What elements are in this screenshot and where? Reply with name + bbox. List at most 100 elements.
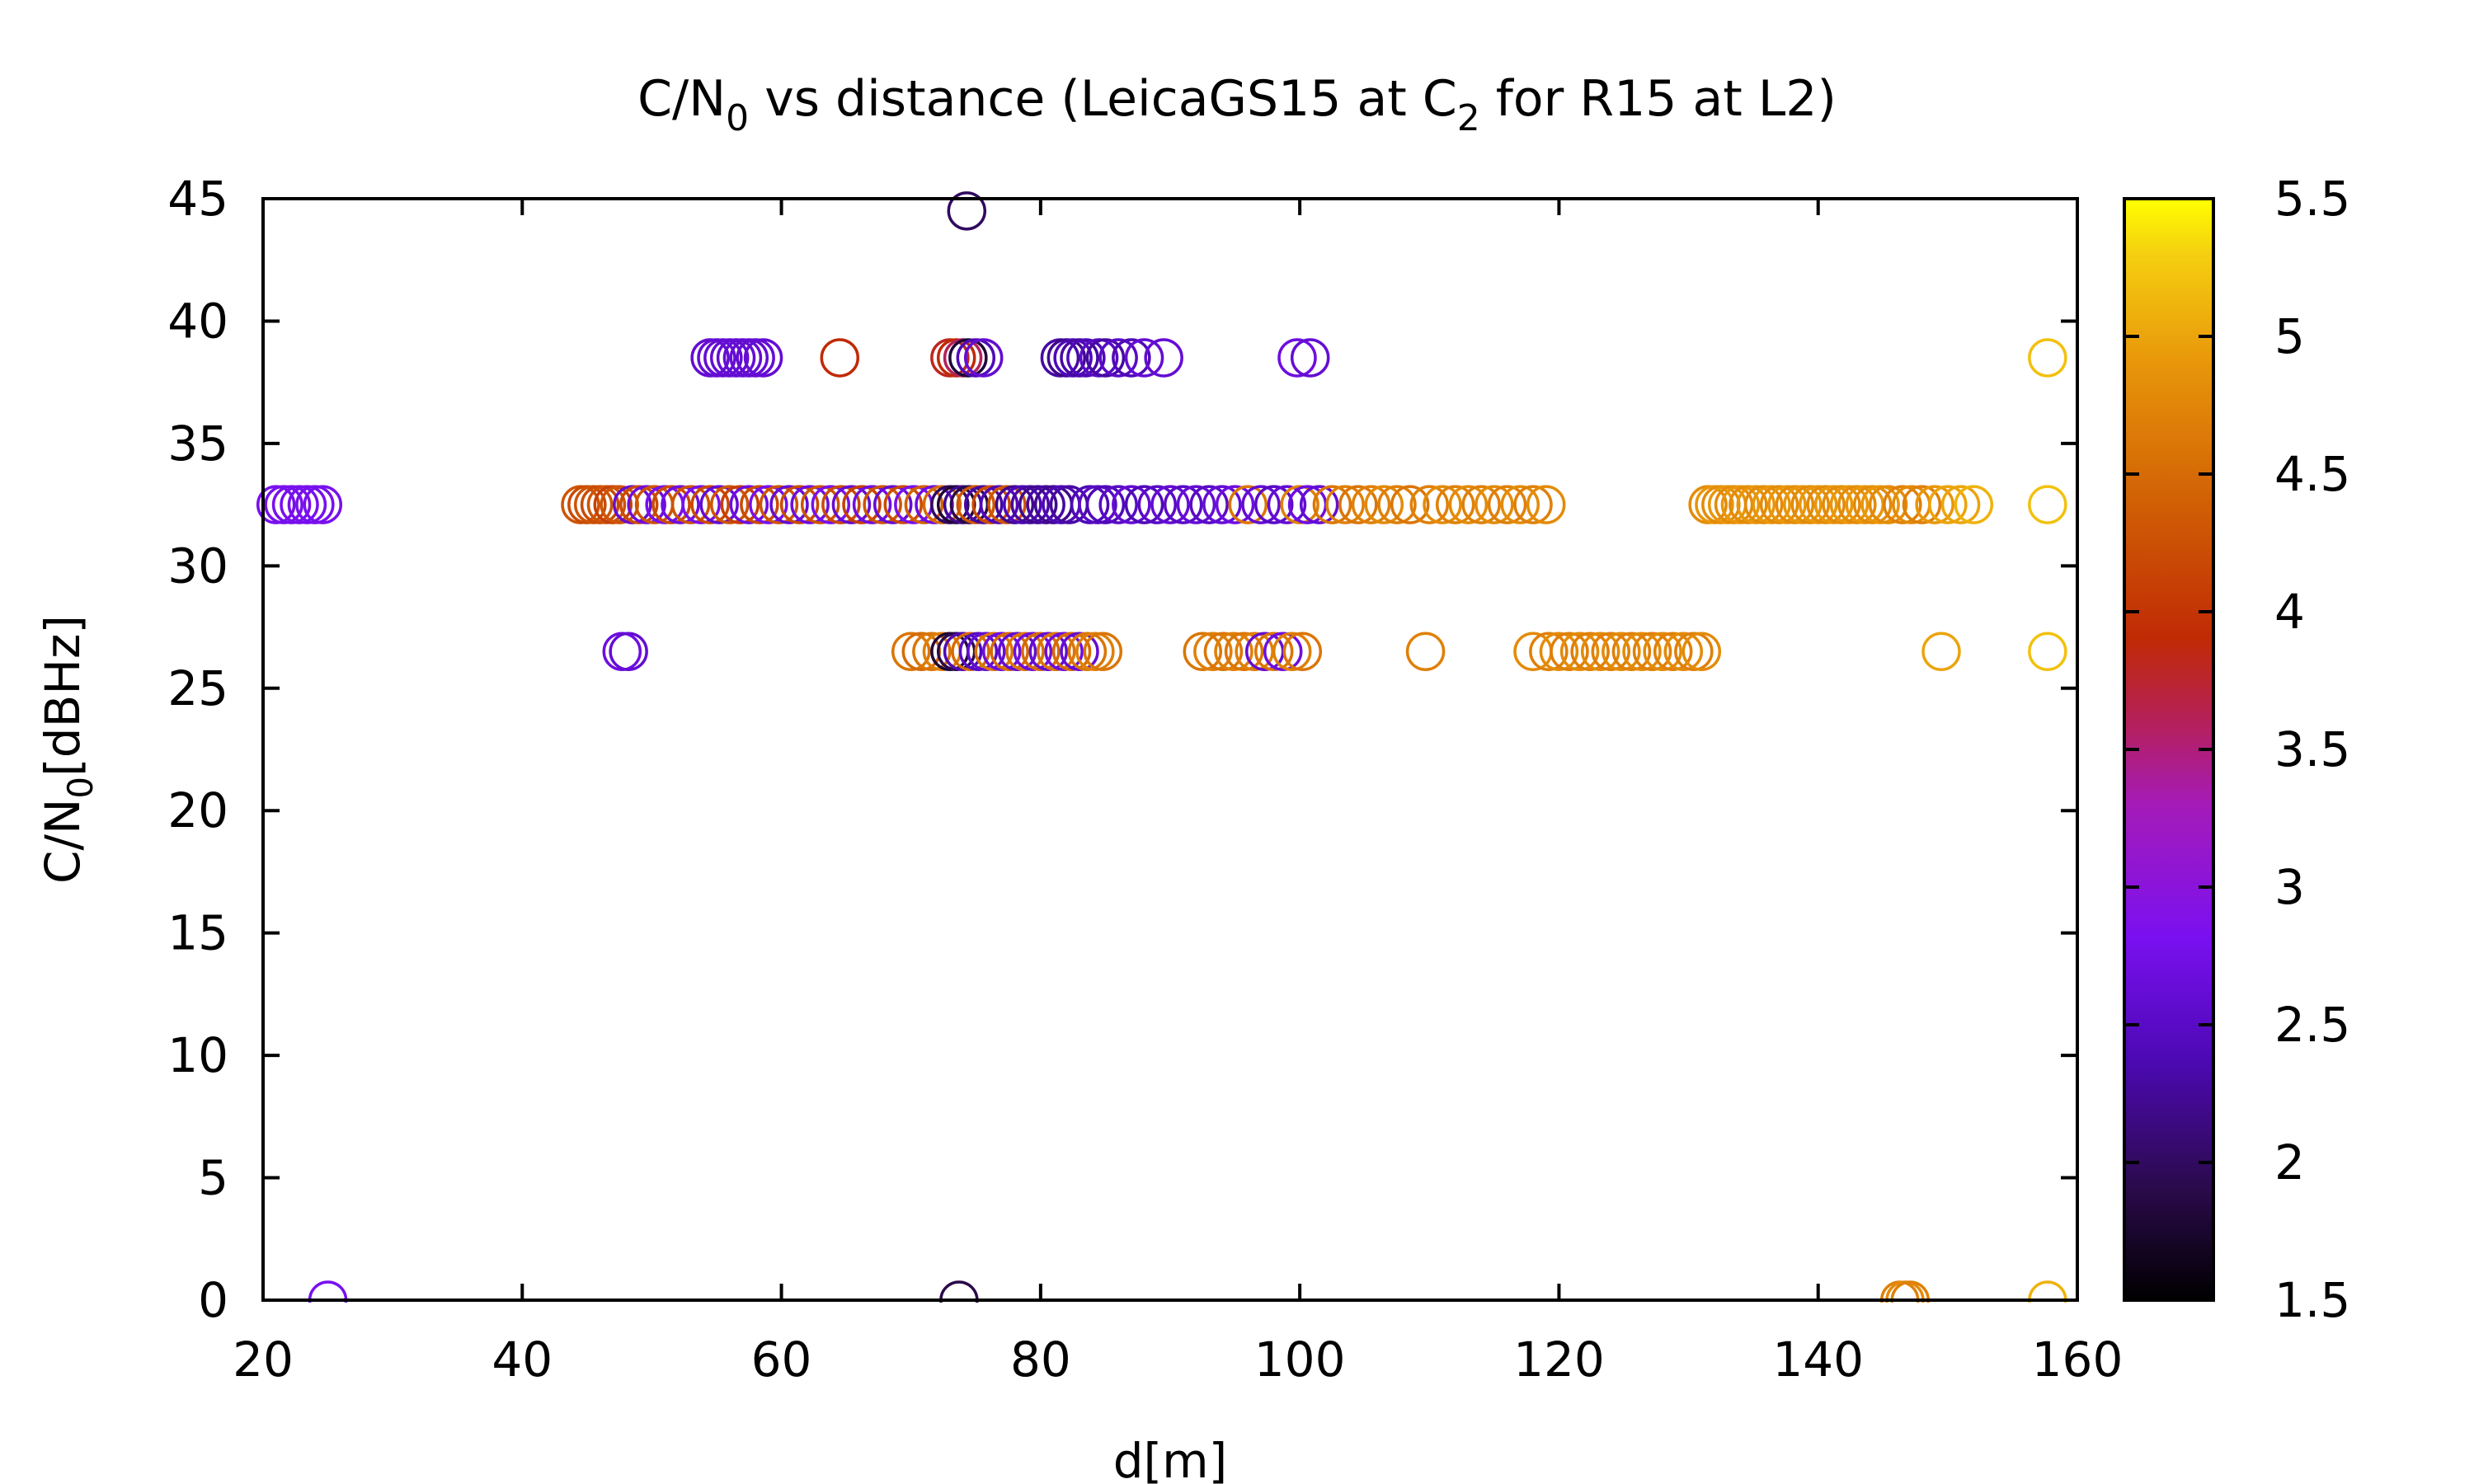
colorbar-tick-label: 2 bbox=[2274, 1134, 2305, 1190]
data-point bbox=[1075, 632, 1115, 671]
data-point bbox=[997, 632, 1037, 671]
data-point bbox=[995, 485, 1035, 524]
colorbar-tick-label: 3 bbox=[2274, 859, 2305, 915]
data-point bbox=[922, 485, 962, 524]
plot-frame bbox=[261, 197, 2079, 1302]
data-point bbox=[1299, 485, 1339, 524]
y-label-sub: 0 bbox=[60, 777, 101, 799]
data-point bbox=[1137, 485, 1178, 524]
data-point bbox=[729, 485, 769, 524]
data-point bbox=[1790, 485, 1831, 524]
data-point bbox=[1829, 485, 1870, 524]
y-tick-label: 15 bbox=[167, 905, 228, 961]
data-point bbox=[958, 632, 999, 671]
data-point bbox=[1559, 632, 1600, 671]
data-point bbox=[779, 485, 820, 524]
data-point bbox=[912, 632, 952, 671]
data-point bbox=[1112, 485, 1151, 524]
data-point bbox=[800, 485, 840, 524]
data-point bbox=[1461, 485, 1501, 524]
data-point bbox=[1580, 632, 1620, 671]
data-point bbox=[699, 485, 739, 524]
x-tick-label: 140 bbox=[1772, 1331, 1864, 1388]
data-point bbox=[1005, 632, 1045, 671]
colorbar-tick-label: 4.5 bbox=[2274, 446, 2350, 502]
data-point bbox=[1954, 485, 1994, 524]
data-point bbox=[883, 485, 924, 524]
data-point bbox=[951, 632, 990, 671]
data-point bbox=[1083, 632, 1123, 671]
data-point bbox=[1010, 485, 1051, 524]
data-point bbox=[759, 485, 799, 524]
data-point bbox=[990, 632, 1029, 671]
data-point bbox=[943, 632, 983, 671]
data-point bbox=[1036, 632, 1076, 671]
data-point bbox=[811, 485, 851, 524]
data-point bbox=[287, 485, 327, 524]
axis-ticks: 20 40 60 80 100 120 140 160 0 5 10 15 20 25 30 35 40 45 bbox=[167, 171, 2123, 1388]
data-point bbox=[1277, 338, 1317, 378]
data-point bbox=[1653, 632, 1693, 671]
data-point bbox=[1405, 632, 1446, 671]
data-point bbox=[956, 485, 996, 524]
data-point bbox=[769, 485, 809, 524]
data-point bbox=[872, 485, 913, 524]
data-point bbox=[2028, 485, 2067, 524]
colorbar-tick-label: 1.5 bbox=[2274, 1272, 2350, 1328]
y-label-rest: [dBHz] bbox=[35, 615, 91, 777]
y-tick-label: 0 bbox=[198, 1272, 228, 1328]
data-point bbox=[271, 485, 312, 524]
data-point bbox=[1767, 485, 1807, 524]
data-point bbox=[1351, 485, 1391, 524]
data-point bbox=[1423, 485, 1462, 524]
data-point bbox=[979, 485, 1019, 524]
y-tick-label: 35 bbox=[167, 416, 228, 472]
data-point bbox=[1775, 485, 1815, 524]
y-tick-label: 20 bbox=[167, 782, 228, 838]
data-point bbox=[627, 485, 666, 524]
data-point bbox=[2028, 632, 2067, 671]
data-point bbox=[720, 485, 760, 524]
data-point bbox=[1228, 485, 1268, 524]
title-main: C/N bbox=[637, 70, 726, 128]
y-tick-label: 25 bbox=[167, 660, 228, 716]
title-end: for R15 at L2) bbox=[1480, 70, 1837, 128]
data-point bbox=[1448, 485, 1489, 524]
data-point bbox=[1591, 632, 1631, 671]
colorbar-ticks: 1.5 2 2.5 3 3.5 4 4.5 5 5.5 bbox=[2124, 171, 2350, 1328]
data-point bbox=[681, 485, 721, 524]
data-point bbox=[1409, 485, 1450, 524]
data-point bbox=[749, 485, 788, 524]
data-point bbox=[1018, 485, 1058, 524]
data-point bbox=[1390, 485, 1430, 524]
data-point bbox=[1806, 485, 1846, 524]
y-tick-label: 5 bbox=[198, 1150, 228, 1206]
data-point bbox=[1798, 485, 1838, 524]
data-point bbox=[1364, 485, 1404, 524]
data-point bbox=[1124, 485, 1164, 524]
data-point bbox=[1224, 632, 1264, 671]
data-point bbox=[1736, 485, 1776, 524]
data-point bbox=[1752, 485, 1791, 524]
data-point bbox=[1643, 632, 1682, 671]
data-point bbox=[1267, 485, 1307, 524]
title-sub-2: 2 bbox=[1457, 97, 1480, 139]
colorbar-tick-label: 5.5 bbox=[2274, 171, 2350, 227]
data-point bbox=[852, 485, 892, 524]
x-tick-label: 120 bbox=[1513, 1331, 1605, 1388]
data-point bbox=[831, 485, 872, 524]
data-point bbox=[1085, 338, 1126, 378]
data-point bbox=[709, 485, 750, 524]
colorbar-tick-label: 4 bbox=[2274, 584, 2305, 640]
data-point bbox=[303, 485, 343, 524]
data-point bbox=[1822, 485, 1861, 524]
data-point bbox=[295, 485, 335, 524]
data-point bbox=[1570, 632, 1610, 671]
data-point bbox=[1144, 338, 1183, 378]
title-mid: vs distance (LeicaGS15 at C bbox=[749, 70, 1457, 128]
data-point bbox=[1026, 485, 1065, 524]
data-point bbox=[1940, 485, 1981, 524]
data-point bbox=[1813, 485, 1854, 524]
data-point bbox=[280, 485, 319, 524]
